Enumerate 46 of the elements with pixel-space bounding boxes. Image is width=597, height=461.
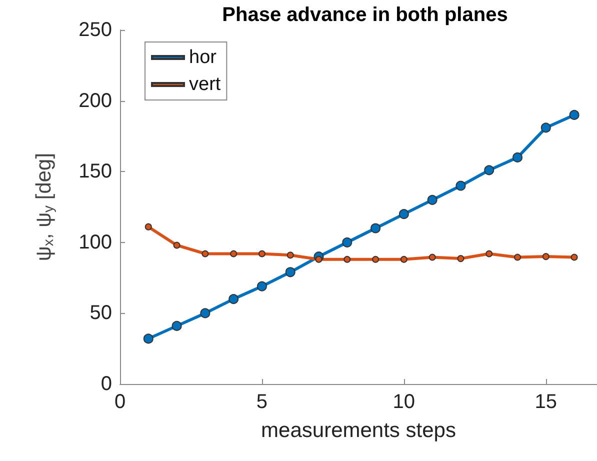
point	[540, 122, 551, 133]
point	[569, 110, 580, 120]
point	[457, 255, 464, 262]
point	[344, 256, 351, 263]
y-axis-title: ψx, ψy [deg]	[32, 152, 56, 262]
point	[200, 308, 210, 318]
point	[172, 320, 182, 331]
y-tick-label: 200	[78, 90, 112, 112]
x-axis-title: measurements steps	[261, 419, 456, 442]
point	[542, 253, 550, 260]
point	[400, 256, 408, 263]
y-tick-label: 50	[90, 302, 112, 324]
point	[512, 152, 522, 162]
point	[570, 254, 578, 261]
x-tick-label: 10	[392, 391, 416, 413]
point	[286, 252, 294, 259]
point	[144, 223, 152, 230]
point	[456, 180, 466, 191]
chart-title: Phase advance in both planes	[222, 4, 508, 26]
point	[315, 256, 322, 263]
point	[428, 254, 436, 261]
point	[342, 237, 352, 248]
point	[484, 165, 494, 176]
point	[514, 254, 521, 261]
point	[486, 250, 493, 258]
point	[372, 256, 380, 263]
point	[202, 250, 209, 258]
x-tick-label: 5	[256, 391, 268, 413]
x-tick-label: 15	[534, 391, 558, 413]
point	[427, 194, 438, 205]
point	[173, 242, 180, 249]
point	[230, 250, 238, 258]
y-tick-label: 0	[100, 373, 112, 395]
point	[258, 250, 266, 258]
legend-label: vert	[189, 74, 222, 95]
point	[143, 334, 154, 344]
point	[285, 267, 296, 278]
y-tick-label: 250	[78, 19, 112, 41]
legend-label: hor	[189, 47, 218, 68]
point	[398, 209, 409, 220]
point	[256, 281, 267, 292]
y-tick-label: 100	[78, 231, 112, 254]
x-tick-label: 0	[114, 391, 126, 413]
point	[228, 294, 239, 304]
point	[370, 223, 381, 234]
y-tick-label: 150	[78, 160, 112, 183]
